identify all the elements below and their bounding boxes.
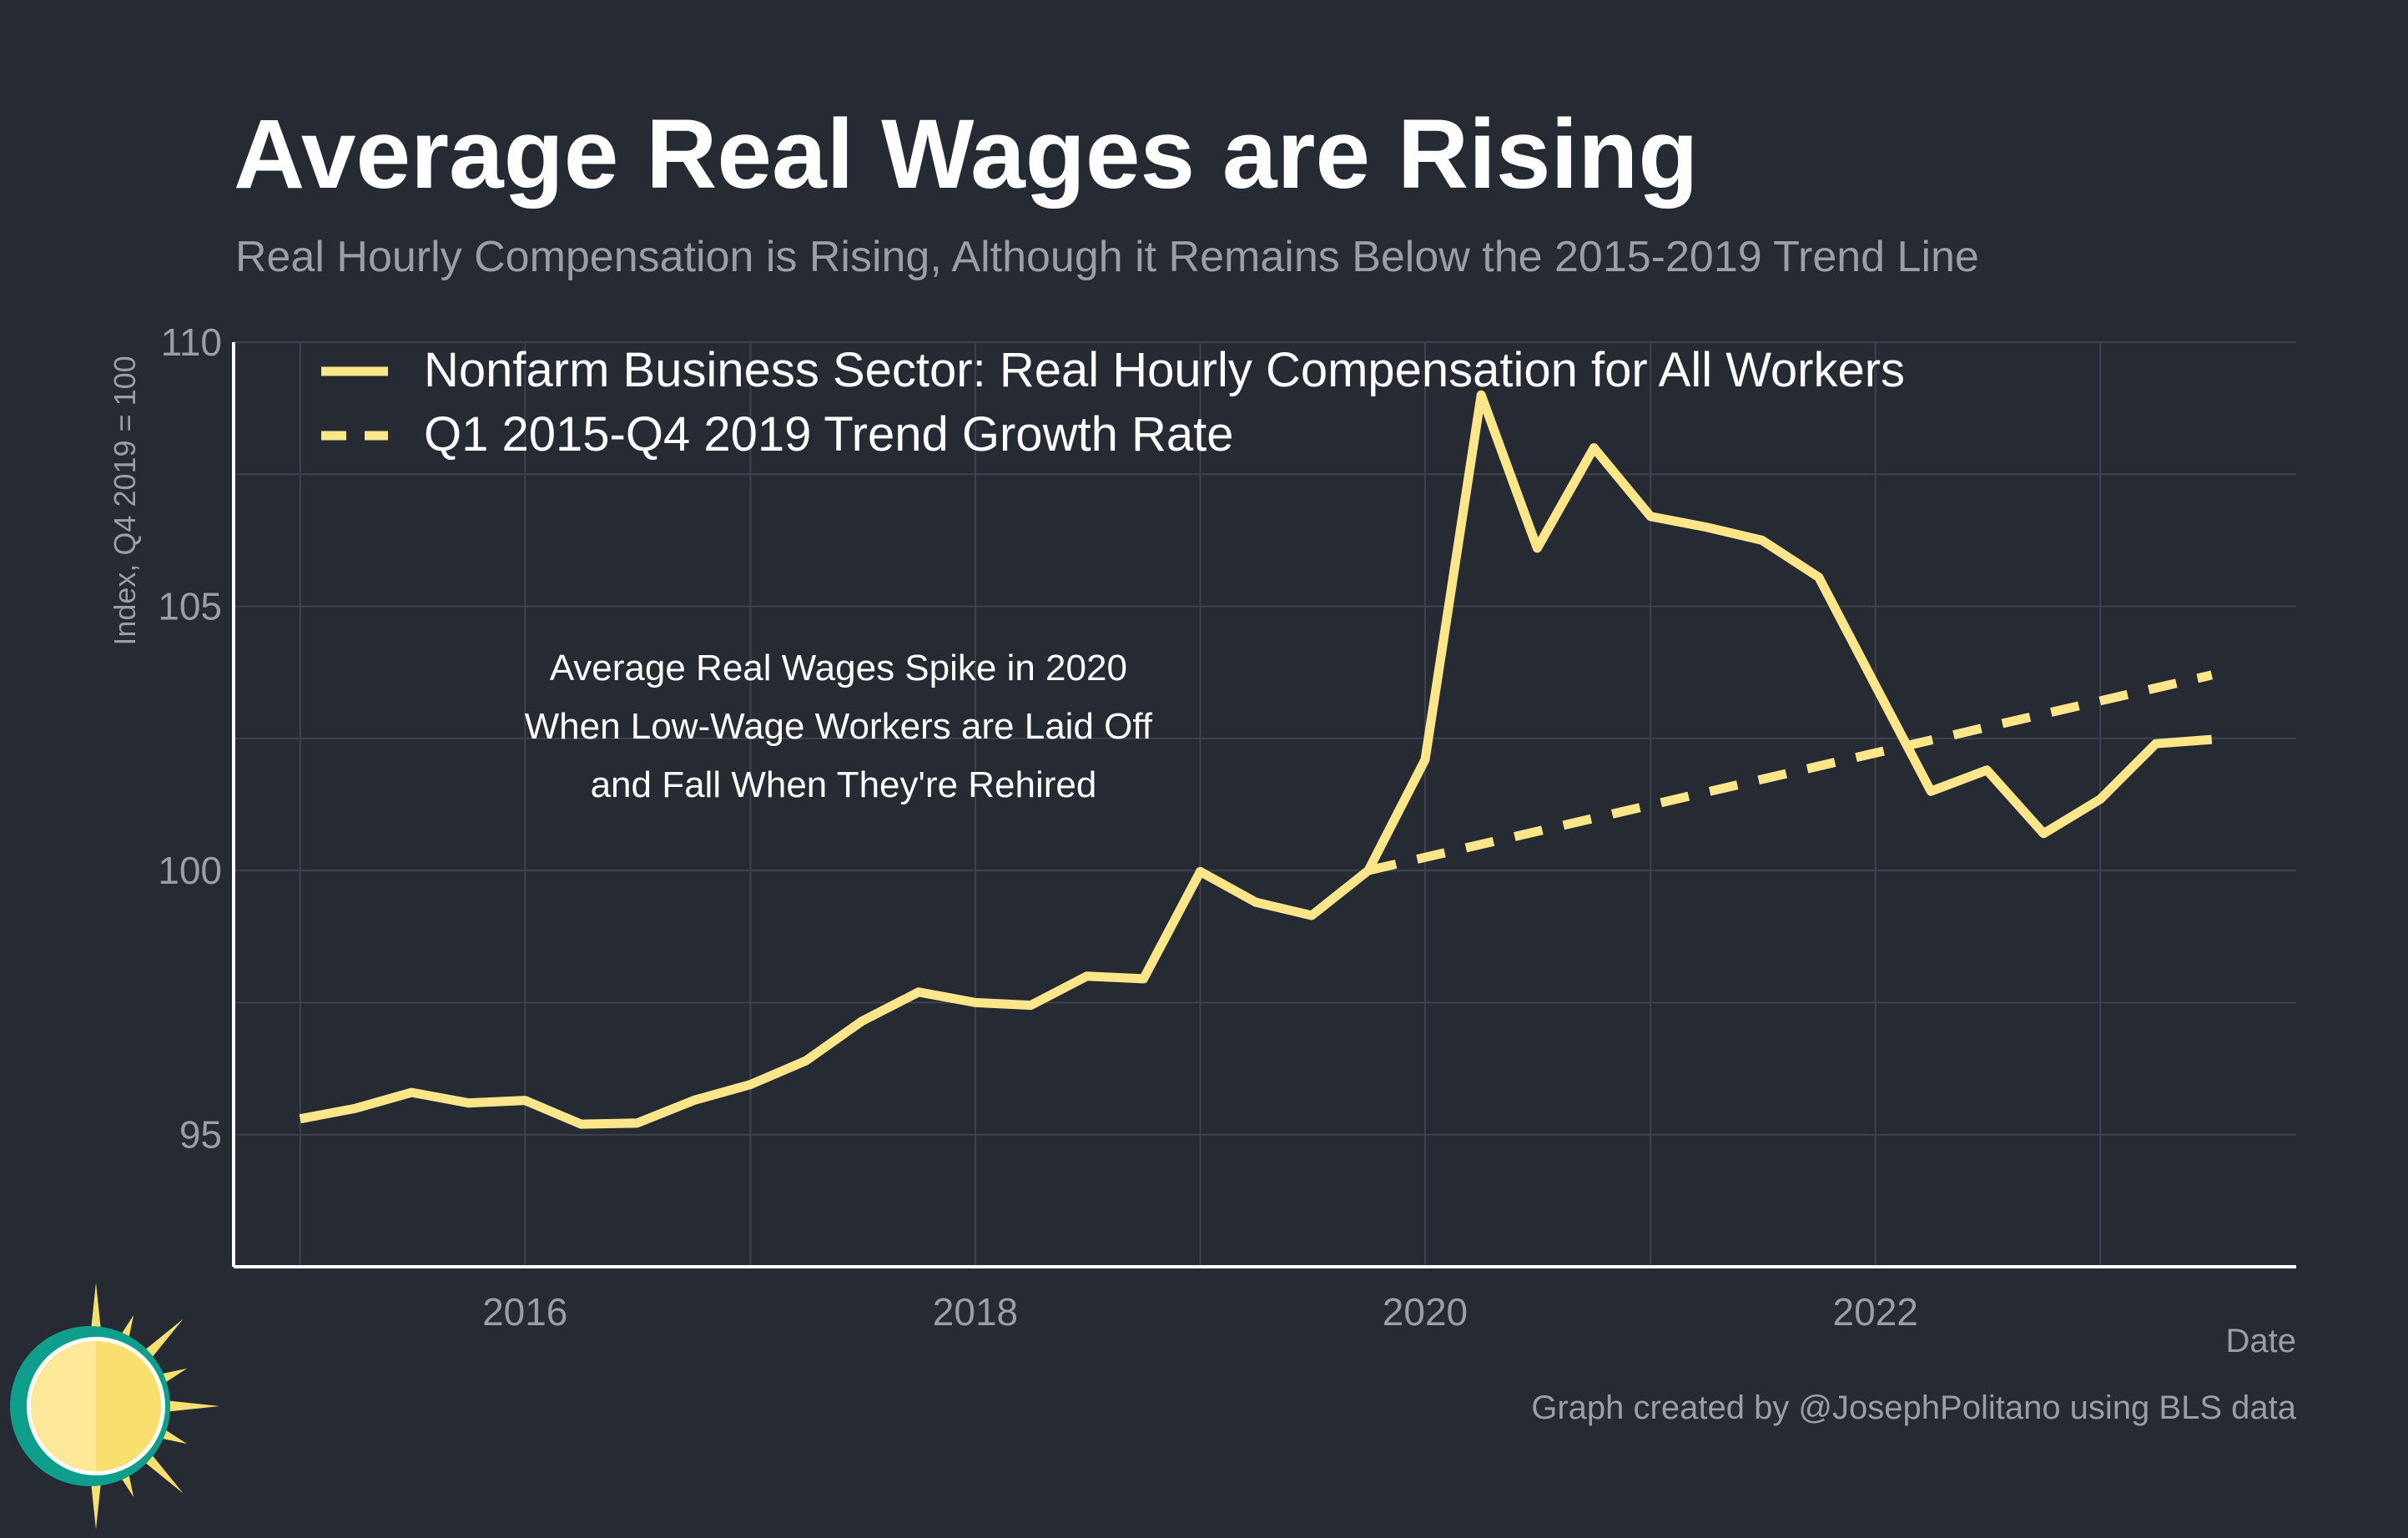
grid [234,341,2296,1267]
x-tick-label: 2020 [1383,1290,1468,1334]
y-tick-label: 100 [158,849,222,892]
series-line-wages [299,390,2213,1129]
series-layer [299,390,2214,1129]
logo-sun-highlight [31,1341,96,1471]
sun-logo-icon [10,1283,219,1530]
x-tick-label: 2016 [482,1290,567,1334]
annotation-line-3: and Fall When They're Rehired [591,764,1097,805]
annotation-line-1: Average Real Wages Spike in 2020 [550,648,1127,688]
series-line-trend [1367,670,2214,875]
axes: 95 100 105 110 2016 2018 2020 2022 [158,320,2296,1334]
y-tick-label: 105 [158,585,222,628]
chart-annotation: Average Real Wages Spike in 2020 When Lo… [525,648,1163,805]
y-tick-label: 95 [179,1113,222,1157]
legend: Nonfarm Business Sector: Real Hourly Com… [321,343,1905,461]
chart-title: Average Real Wages are Rising [234,99,1698,209]
sun-ray [139,1319,184,1364]
sun-ray [89,1283,103,1340]
legend-label-trend: Q1 2015-Q4 2019 Trend Growth Rate [424,407,1233,461]
credit-text: Graph created by @JosephPolitano using B… [1531,1389,2296,1426]
chart-subtitle: Real Hourly Compensation is Rising, Alth… [235,233,1979,281]
sun-ray [139,1449,184,1494]
x-tick-label: 2022 [1833,1290,1918,1334]
annotation-line-2: When Low-Wage Workers are Laid Off [525,706,1153,747]
x-axis-label: Date [2226,1323,2297,1359]
sun-ray [162,1399,219,1413]
y-axis-label: Index, Q4 2019 = 100 [108,356,142,645]
sun-ray [89,1472,103,1530]
y-tick-label: 110 [161,320,222,364]
legend-label-wages: Nonfarm Business Sector: Real Hourly Com… [424,343,1905,397]
x-tick-label: 2018 [933,1290,1018,1334]
